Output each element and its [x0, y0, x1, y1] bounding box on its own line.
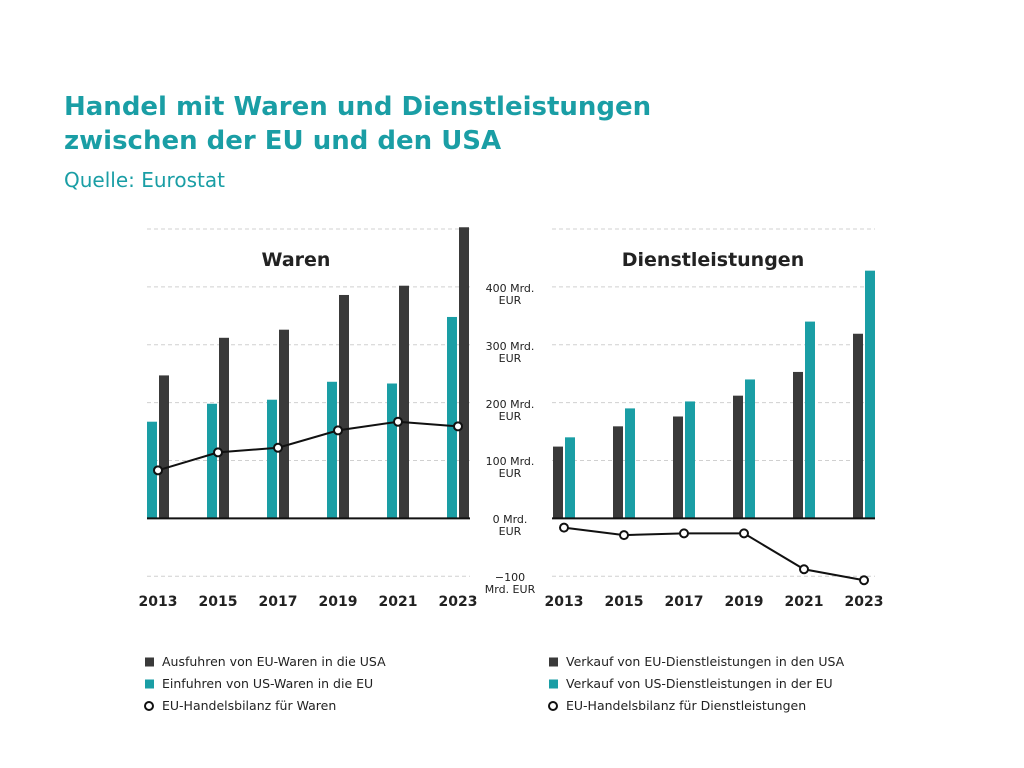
legend-marker [549, 679, 558, 689]
legend-marker [144, 701, 154, 711]
x-tick-label: 2013 [545, 594, 584, 610]
balance-point [153, 465, 163, 476]
x-tick-label: 2021 [785, 594, 824, 610]
balance-line [157, 420, 459, 472]
balance-point [679, 528, 689, 539]
legend-marker [145, 657, 154, 667]
balance-point [859, 575, 869, 586]
bar [685, 401, 695, 519]
legend-marker [549, 657, 558, 667]
bar [147, 421, 157, 519]
bar [447, 316, 457, 519]
bar [565, 437, 575, 519]
legend-marker [548, 701, 558, 711]
bar [853, 333, 863, 519]
y-tick-label: 400 Mrd. EUR [485, 281, 535, 307]
x-tick-label: 2015 [605, 594, 644, 610]
balance-point [393, 416, 403, 427]
y-tick-label: 0 Mrd. EUR [492, 513, 528, 539]
x-tick-label: 2023 [845, 594, 884, 610]
bar [733, 395, 743, 519]
y-tick-label: 100 Mrd. EUR [485, 455, 535, 481]
balance-point [619, 530, 629, 541]
chart-title: Waren [262, 249, 331, 271]
balance-point [273, 442, 283, 453]
x-tick-label: 2021 [379, 594, 418, 610]
legend-label: EU-Handelsbilanz für Waren [162, 698, 337, 713]
balance-point [453, 421, 463, 432]
bar [279, 329, 289, 519]
bar [387, 383, 397, 519]
bar [805, 321, 815, 519]
bar [327, 381, 337, 519]
bar [459, 227, 469, 519]
bar [219, 337, 229, 519]
x-tick-label: 2023 [439, 594, 478, 610]
bar [399, 285, 409, 519]
bar [613, 426, 623, 519]
balance-line [563, 526, 865, 582]
bar [793, 371, 803, 519]
balance-point [333, 425, 343, 436]
bar [865, 270, 875, 519]
bar [553, 446, 563, 519]
chart-title: Dienstleistungen [622, 249, 804, 271]
y-tick-label: 200 Mrd. EUR [485, 397, 535, 423]
balance-point [739, 528, 749, 539]
balance-point [799, 564, 809, 575]
page-subtitle: Quelle: Eurostat [64, 168, 225, 192]
bar [207, 403, 217, 519]
x-tick-label: 2015 [199, 594, 238, 610]
legend-label: Ausfuhren von EU-Waren in die USA [162, 654, 386, 669]
bar [267, 399, 277, 519]
bar [625, 408, 635, 519]
legend-label: Verkauf von US-Dienstleistungen in der E… [566, 676, 833, 691]
x-tick-label: 2017 [665, 594, 704, 610]
balance-point [213, 447, 223, 458]
legend-label: Verkauf von EU-Dienstleistungen in den U… [566, 654, 845, 669]
legend-label: Einfuhren von US-Waren in die EU [162, 676, 374, 691]
bar [339, 294, 349, 519]
bar [745, 379, 755, 519]
x-tick-label: 2019 [319, 594, 358, 610]
bar [673, 416, 683, 519]
legend-label: EU-Handelsbilanz für Dienstleistungen [566, 698, 807, 713]
bar [159, 375, 169, 519]
balance-point [559, 522, 569, 533]
y-tick-label: −100 Mrd. EUR [484, 571, 536, 597]
x-tick-label: 2013 [139, 594, 178, 610]
y-tick-label: 300 Mrd. EUR [485, 339, 535, 365]
x-tick-label: 2019 [725, 594, 764, 610]
x-tick-label: 2017 [259, 594, 298, 610]
legend-marker [145, 679, 154, 689]
page-title: Handel mit Waren und Dienstleistungen zw… [64, 92, 652, 156]
